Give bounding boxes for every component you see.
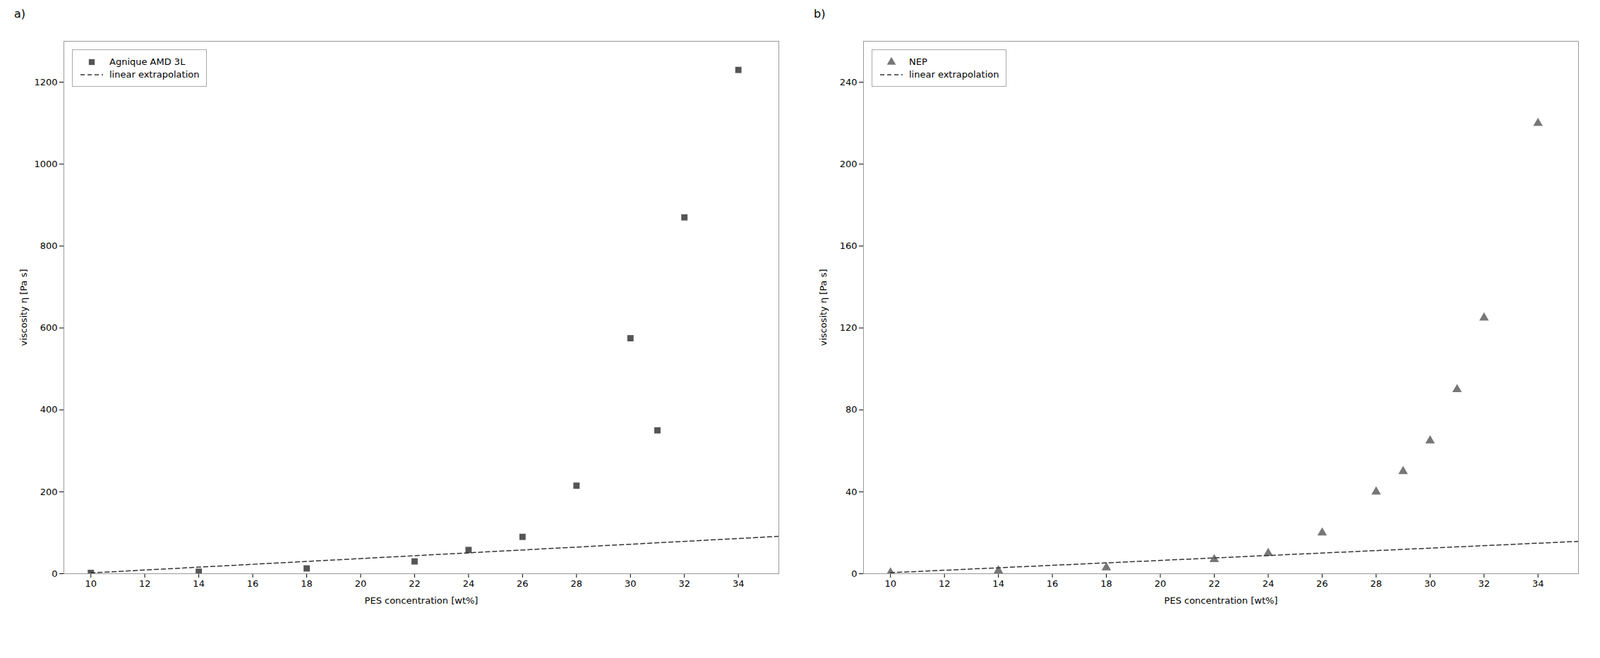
svg-text:10: 10 — [884, 578, 897, 590]
svg-text:14: 14 — [992, 578, 1005, 590]
svg-text:20: 20 — [355, 578, 368, 590]
svg-text:600: 600 — [40, 322, 58, 334]
html-text:NEP: NEP — [909, 56, 928, 68]
svg-text:20: 20 — [1154, 578, 1167, 590]
html-text:Agnique AMD 3L: Agnique AMD 3L — [109, 56, 186, 68]
svg-text:12: 12 — [938, 578, 951, 590]
svg-text:26: 26 — [1316, 578, 1329, 590]
svg-text:26: 26 — [516, 578, 529, 590]
svg-text:200: 200 — [839, 158, 858, 170]
svg-text:0: 0 — [51, 568, 58, 580]
svg-text:22: 22 — [408, 578, 421, 590]
svg-text:80: 80 — [845, 404, 858, 415]
svg-text:34: 34 — [1532, 578, 1545, 590]
svg-text:160: 160 — [839, 240, 858, 252]
svg-text:1000: 1000 — [33, 158, 58, 170]
svg-text:32: 32 — [678, 578, 691, 590]
svg-text:14: 14 — [192, 578, 205, 590]
svg-text:PES concentration [wt%]: PES concentration [wt%] — [1164, 595, 1279, 607]
svg-text:16: 16 — [1046, 578, 1059, 590]
svg-text:34: 34 — [732, 578, 745, 590]
html-text:b): b) — [813, 7, 826, 21]
html-text:a): a) — [14, 7, 26, 21]
svg-text:40: 40 — [845, 486, 858, 498]
svg-text:120: 120 — [839, 322, 858, 334]
svg-text:1200: 1200 — [33, 76, 58, 88]
svg-text:30: 30 — [624, 578, 637, 590]
svg-text:800: 800 — [40, 240, 58, 252]
html-text:linear extrapolation: linear extrapolation — [109, 69, 200, 80]
html-text:linear extrapolation: linear extrapolation — [909, 69, 1000, 80]
svg-text:24: 24 — [1262, 578, 1275, 590]
svg-text:16: 16 — [247, 578, 260, 590]
svg-text:30: 30 — [1424, 578, 1437, 590]
svg-text:12: 12 — [139, 578, 152, 590]
svg-text:22: 22 — [1208, 578, 1221, 590]
svg-text:viscosity η [Pa s]: viscosity η [Pa s] — [18, 268, 29, 346]
svg-text:18: 18 — [300, 578, 313, 590]
svg-text:10: 10 — [84, 578, 97, 590]
svg-text:PES concentration [wt%]: PES concentration [wt%] — [364, 595, 479, 607]
svg-text:viscosity η [Pa s]: viscosity η [Pa s] — [817, 268, 829, 346]
svg-text:28: 28 — [1370, 578, 1383, 590]
svg-text:200: 200 — [40, 486, 58, 498]
svg-text:240: 240 — [839, 76, 858, 88]
svg-text:24: 24 — [462, 578, 475, 590]
svg-text:18: 18 — [1100, 578, 1113, 590]
svg-text:400: 400 — [40, 404, 58, 415]
svg-text:0: 0 — [851, 568, 857, 580]
svg-text:32: 32 — [1477, 578, 1490, 590]
svg-text:28: 28 — [570, 578, 583, 590]
